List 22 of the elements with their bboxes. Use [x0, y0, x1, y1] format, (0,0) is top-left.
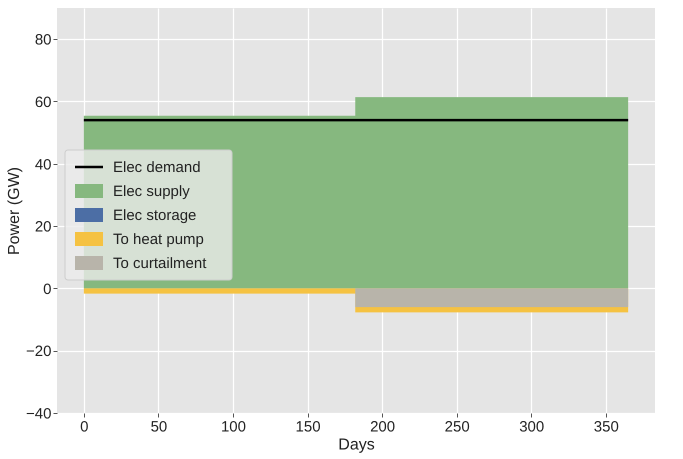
x-tick-label: 300: [519, 418, 544, 436]
legend-label: To curtailment: [113, 255, 208, 272]
legend-label: Elec supply: [113, 183, 190, 200]
y-tick-label: 20: [34, 218, 52, 236]
legend-label: To heat pump: [113, 231, 204, 248]
y-tick-label: 40: [34, 156, 52, 174]
x-axis-title: Days: [338, 436, 375, 454]
x-tick-label: 200: [370, 418, 396, 436]
legend-label: Elec demand: [113, 159, 201, 176]
legend-label: Elec storage: [113, 207, 196, 224]
x-tick-label: 350: [594, 418, 619, 436]
x-tick-label: 250: [444, 418, 470, 436]
y-tick-label: 80: [34, 32, 52, 49]
y-tick-label: −40: [26, 406, 52, 422]
x-tick-label: 0: [80, 418, 89, 436]
x-tick-label: 150: [296, 418, 321, 436]
y-tick-label: 60: [34, 94, 52, 111]
y-tick-label: 0: [43, 280, 52, 298]
y-axis-title: Power (GW): [6, 167, 24, 255]
y-tick-label: −20: [26, 343, 52, 360]
x-tick-label: 50: [150, 418, 168, 436]
x-tick-label: 100: [220, 418, 246, 436]
